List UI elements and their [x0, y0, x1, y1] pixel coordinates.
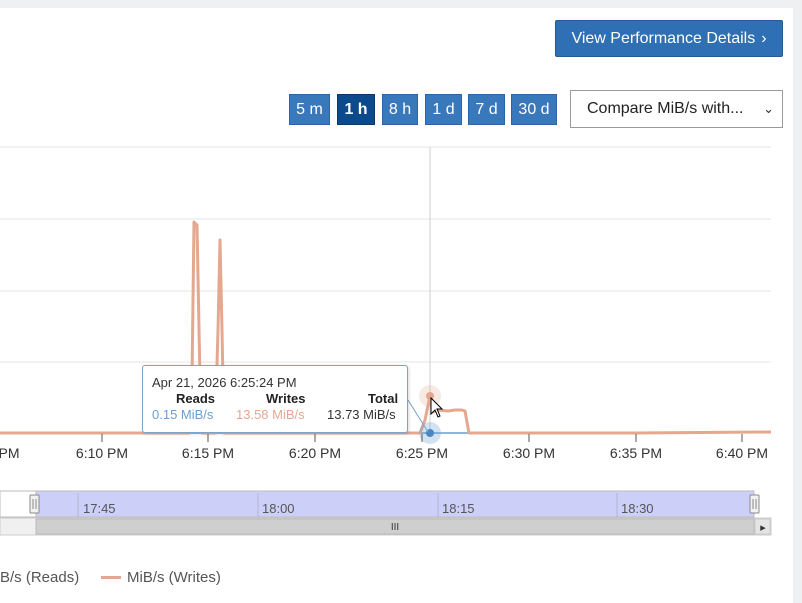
top-band: [0, 0, 802, 8]
navigator-label: 18:30: [621, 501, 654, 516]
navigator-handle-left[interactable]: [29, 494, 40, 514]
x-tick-label: PM: [0, 445, 20, 461]
tooltip-reads-header: Reads: [176, 391, 216, 406]
legend-writes-label: MiB/s (Writes): [127, 569, 221, 586]
range-8h-button[interactable]: 8 h: [382, 94, 418, 125]
compare-select[interactable]: Compare MiB/s with... ⌄: [570, 90, 783, 128]
tooltip-date: Apr 21, 2026 6:25:24 PM: [152, 375, 297, 390]
navigator-label: 18:15: [442, 501, 475, 516]
mouse-cursor-icon: [430, 396, 444, 418]
tooltip-total-value: 13.73 MiB/s: [327, 407, 396, 422]
range-1d-button[interactable]: 1 d: [425, 94, 462, 125]
x-tick-label: 6:20 PM: [289, 445, 341, 461]
legend-item-reads[interactable]: B/s (Reads): [0, 569, 79, 586]
x-tick-label: 6:10 PM: [76, 445, 128, 461]
tooltip-reads-value: 0.15 MiB/s: [152, 407, 214, 422]
x-tick-label: 6:15 PM: [182, 445, 234, 461]
compare-select-value: Compare MiB/s with...: [587, 100, 744, 117]
x-tick-label: 6:35 PM: [610, 445, 662, 461]
chevron-down-icon: ⌄: [763, 101, 774, 116]
navigator-label: 18:00: [262, 501, 295, 516]
navigator-handle-right[interactable]: [749, 494, 760, 514]
chevron-right-icon: ›: [761, 29, 767, 47]
range-5m-button[interactable]: 5 m: [289, 94, 330, 125]
tooltip-writes-value: 13.58 MiB/s: [236, 407, 305, 422]
scrollbar-right-button[interactable]: [754, 518, 771, 535]
range-7d-button[interactable]: 7 d: [468, 94, 505, 125]
legend-writes-swatch: [101, 576, 121, 579]
view-performance-details-button[interactable]: View Performance Details ›: [555, 20, 783, 57]
reads-hover-point: [426, 429, 434, 437]
tooltip-connector: [407, 399, 429, 433]
x-tick-label: 6:25 PM: [396, 445, 448, 461]
series-writes-line: [0, 220, 772, 435]
navigator-scrollbar-thumb[interactable]: [35, 518, 755, 535]
right-band: [793, 0, 802, 603]
navigator-label: 17:45: [83, 501, 116, 516]
legend-reads-label: B/s (Reads): [0, 569, 80, 586]
scrollbar-grip-icon: III: [391, 522, 399, 533]
tooltip-total-header: Total: [368, 391, 399, 406]
range-30d-button[interactable]: 30 d: [511, 94, 557, 125]
perf-button-label: View Performance Details: [571, 29, 756, 47]
legend-item-writes[interactable]: MiB/s (Writes): [101, 569, 221, 586]
x-tick-label: 6:40 PM: [716, 445, 768, 461]
range-1h-button[interactable]: 1 h: [337, 94, 375, 125]
x-tick-label: 6:30 PM: [503, 445, 555, 461]
tooltip-writes-header: Writes: [266, 391, 306, 406]
writes-hover-point: [426, 392, 434, 400]
navigator-selection[interactable]: [35, 490, 755, 518]
scroll-right-arrow-icon: ▸: [760, 521, 766, 534]
chart-tooltip: Apr 21, 2026 6:25:24 PM Reads Writes Tot…: [142, 365, 408, 433]
